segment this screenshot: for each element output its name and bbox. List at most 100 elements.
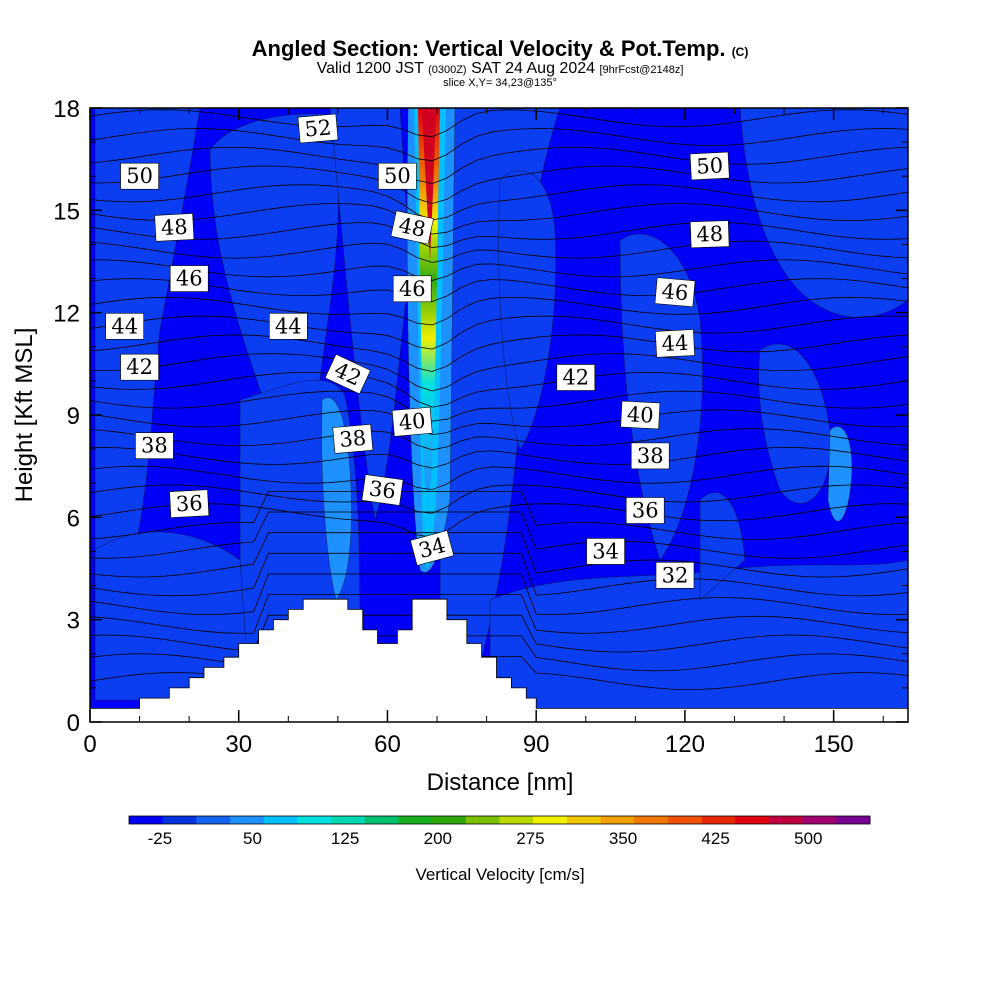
terrain-profile: [89, 598, 909, 723]
x-tick-label: 150: [814, 731, 854, 758]
theta-line-23: [90, 240, 908, 263]
colorbar-label: Vertical Velocity [cm/s]: [415, 865, 584, 884]
theta-label-17: 40: [620, 400, 661, 430]
x-axis-label: Distance [nm]: [427, 769, 574, 796]
colorbar-tick-label: 275: [516, 829, 544, 848]
colorbar-tick-label: 350: [609, 829, 637, 848]
theta-label-box: [392, 275, 432, 303]
theta-label-text: 50: [126, 164, 153, 188]
theta-label-box: [169, 489, 210, 518]
colorbar-swatch: [196, 816, 231, 824]
theta-label-text: 46: [661, 279, 690, 305]
colorbar-tick-label: 125: [331, 829, 359, 848]
colorbar-swatch: [701, 816, 736, 824]
colorbar-swatch: [398, 816, 433, 824]
theta-label-text: 36: [368, 476, 398, 503]
velocity-field: [90, 108, 908, 722]
field-region-9: [758, 343, 831, 504]
theta-line-3: [90, 594, 908, 634]
theta-label-3: 50: [689, 151, 730, 181]
slice-info: slice X,Y= 34,23@135°: [443, 77, 557, 89]
chart-title: Angled Section: Vertical Velocity & Pot.…: [0, 36, 1000, 62]
theta-label-text: 48: [160, 215, 188, 240]
theta-label-box: [410, 530, 455, 566]
theta-label-box: [361, 474, 404, 506]
colorbar-swatch: [432, 816, 467, 824]
colorbar-swatch: [129, 816, 164, 824]
theta-label-text: 42: [126, 355, 153, 379]
theta-line-15: [90, 390, 908, 422]
theta-label-20: 38: [630, 442, 670, 470]
theta-label-24: 34: [410, 530, 455, 566]
y-tick-label: 9: [67, 403, 80, 430]
title-text: Angled Section: Vertical Velocity & Pot.…: [251, 36, 726, 61]
theta-label-7: 46: [169, 265, 209, 292]
y-tick-label: 0: [67, 710, 80, 737]
y-tick-label: 15: [53, 198, 80, 225]
theta-line-26: [90, 184, 908, 221]
theta-label-19: 38: [332, 423, 374, 454]
colorbar-swatch: [836, 816, 871, 824]
theta-label-box: [332, 423, 374, 454]
colorbar-swatch: [667, 816, 703, 824]
theta-label-box: [655, 329, 695, 358]
theta-label-22: 36: [361, 474, 404, 506]
colorbar-tick-label: -25: [148, 829, 173, 848]
theta-label-text: 34: [592, 539, 619, 563]
y-tick-label: 3: [67, 608, 80, 635]
theta-label-box: [391, 406, 433, 437]
colorbar-swatch: [802, 816, 837, 824]
theta-label-1: 50: [120, 162, 159, 190]
theta-label-box: [625, 497, 665, 524]
theta-label-21: 36: [169, 489, 210, 518]
colorbar-swatch: [364, 816, 399, 824]
theta-label-text: 50: [384, 164, 411, 188]
theta-label-box: [154, 213, 195, 242]
theta-label-text: 32: [662, 563, 689, 587]
theta-label-text: 42: [562, 366, 589, 390]
colorbar-frame: [128, 815, 871, 825]
theta-label-box: [689, 220, 730, 249]
x-tick-label: 30: [225, 731, 252, 758]
theta-label-15: 42: [556, 364, 596, 391]
theta-label-box: [120, 353, 159, 381]
theta-label-text: 50: [696, 153, 724, 178]
x-tick-label: 90: [523, 731, 550, 758]
theta-label-box: [378, 162, 417, 190]
theta-line-9: [90, 503, 908, 538]
colorbar-swatch: [162, 816, 197, 824]
theta-label-26: 32: [655, 561, 695, 589]
theta-label-box: [654, 277, 696, 308]
theta-label-text: 36: [175, 491, 203, 516]
theta-line-27: [90, 165, 908, 204]
colorbar-tick-label: 425: [701, 829, 729, 848]
colorbar-swatch: [566, 816, 602, 824]
theta-label-text: 40: [398, 409, 427, 435]
theta-line-30: [90, 109, 908, 138]
theta-line-19: [90, 315, 908, 350]
theta-label-text: 38: [637, 444, 664, 468]
theta-label-text: 44: [275, 314, 302, 338]
theta-label-text: 46: [399, 277, 426, 301]
colorbar-swatch: [499, 816, 534, 824]
theta-label-23: 36: [625, 497, 665, 524]
field-region-11: [699, 492, 746, 601]
theta-line-13: [90, 428, 908, 451]
theta-label-0: 52: [297, 113, 339, 144]
subtitle-utc: (0300Z): [428, 64, 467, 76]
theta-line-8: [90, 491, 908, 540]
theta-line-5: [90, 552, 908, 597]
theta-label-10: 44: [105, 312, 144, 340]
theta-line-10: [90, 484, 908, 514]
theta-label-text: 36: [632, 499, 659, 523]
subtitle-forecast: [9hrFcst@2148z]: [599, 64, 684, 76]
theta-label-box: [689, 151, 730, 181]
theta-label-18: 38: [135, 432, 174, 460]
theta-line-2: [90, 614, 908, 653]
colorbar-swatch: [230, 816, 265, 824]
colorbar-swatch: [634, 816, 669, 824]
